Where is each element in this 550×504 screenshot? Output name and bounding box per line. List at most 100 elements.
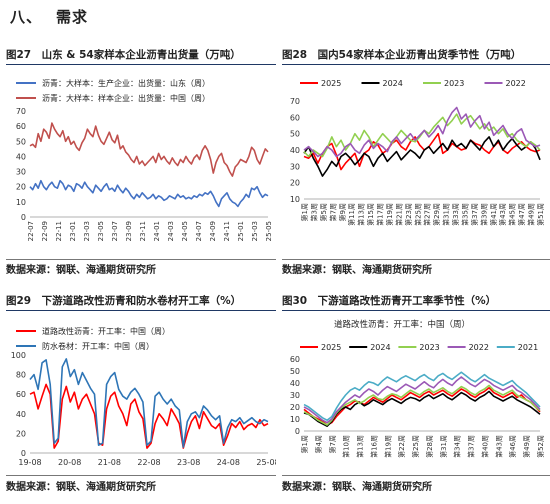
- chart-title: 图29 下游道路改性沥青和防水卷材开工率（%）: [6, 295, 242, 307]
- x-tick-label: 第49周: [527, 203, 536, 226]
- x-tick-label: 第45周: [508, 203, 517, 226]
- x-tick-label: 第35周: [460, 203, 469, 226]
- x-tick-label: 第40周: [480, 435, 489, 458]
- x-tick-label: 25-03: [251, 221, 259, 241]
- x-tick-label: 21-08: [98, 458, 121, 467]
- series-line: [303, 371, 541, 421]
- x-tick-label: 第9周: [338, 203, 347, 221]
- x-tick-label: 23-11: [139, 221, 147, 241]
- x-tick-label: 24-03: [167, 221, 175, 241]
- x-tick-label: 第19周: [383, 435, 392, 458]
- title-rule: [6, 310, 276, 311]
- y-tick-label: 0: [295, 427, 300, 436]
- bottom-rule: [282, 475, 550, 476]
- x-tick-label: 第7周: [328, 435, 337, 453]
- y-tick-label: 0: [21, 449, 26, 458]
- x-tick-label: 第39周: [479, 203, 488, 226]
- section-heading: 八、 需求: [10, 6, 88, 27]
- x-tick-label: 第7周: [328, 203, 337, 221]
- legend-label: 道路改性沥青：开工率：中国（周）: [42, 326, 170, 336]
- x-tick-label: 25-05: [265, 221, 273, 241]
- y-tick-label: 30: [16, 168, 26, 177]
- y-tick-label: 30: [290, 391, 300, 400]
- chart-title: 图28 国内54家样本企业沥青出货季节性（万吨）: [282, 49, 522, 61]
- x-tick-label: 第52周: [536, 435, 545, 458]
- legend-label: 2023: [419, 343, 439, 352]
- y-tick-label: 40: [290, 146, 300, 155]
- y-tick-label: 60: [290, 355, 300, 364]
- x-tick-label: 第43周: [494, 435, 503, 458]
- x-tick-label: 第41周: [489, 203, 498, 226]
- x-tick-label: 23-03: [83, 221, 91, 241]
- x-tick-label: 第1周: [300, 435, 309, 453]
- y-tick-label: 10: [290, 195, 300, 204]
- section-title: 需求: [56, 8, 89, 26]
- series-line: [29, 179, 269, 208]
- data-source: 数据来源：钢联、海通期货研究所: [282, 482, 432, 493]
- x-tick-label: 第37周: [470, 203, 479, 226]
- legend-label: 防水卷材：开工率：中国（周）: [42, 341, 154, 351]
- x-tick-label: 第47周: [517, 203, 526, 226]
- y-tick-label: 20: [290, 403, 300, 412]
- series-line: [303, 384, 541, 426]
- x-tick-label: 第31周: [442, 203, 451, 226]
- x-tick-label: 25-08: [256, 458, 276, 467]
- x-tick-label: 23-08: [177, 458, 200, 467]
- chart-panel-28: 图28 国内54家样本企业沥青出货季节性（万吨） 10 20 30 40 50 60 70 第…: [282, 46, 550, 276]
- legend-label: 2024: [383, 79, 403, 88]
- x-tick-label: 第49周: [522, 435, 531, 458]
- x-tick-label: 24-08: [217, 458, 240, 467]
- y-tick-label: 70: [16, 107, 26, 116]
- series-line: [29, 122, 269, 177]
- x-tick-label: 第17周: [376, 203, 385, 226]
- x-tick-label: 第29周: [432, 203, 441, 226]
- x-tick-label: 19-08: [18, 458, 41, 467]
- y-tick-label: 80: [16, 371, 26, 380]
- title-rule: [282, 64, 550, 65]
- x-tick-label: 第11周: [347, 203, 356, 226]
- x-tick-label: 第3周: [309, 203, 318, 221]
- chart-28-plot: 10 20 30 40 50 60 70 第1周 第3周 第5周 第7周 第9周 第11周 第13周 第15…: [290, 79, 545, 226]
- x-tick-label: 第13周: [357, 203, 366, 226]
- legend-label: 2022: [506, 79, 526, 88]
- x-tick-label: 23-09: [125, 221, 133, 241]
- x-tick-label: 24-09: [209, 221, 217, 241]
- x-tick-label: 第33周: [451, 203, 460, 226]
- x-tick-label: 24-11: [223, 221, 231, 241]
- x-tick-label: 第10周: [342, 435, 351, 458]
- x-tick-label: 20-08: [58, 458, 81, 467]
- x-tick-label: 25-01: [237, 221, 245, 241]
- x-tick-label: 第16周: [369, 435, 378, 458]
- x-tick-label: 22-07: [27, 221, 35, 241]
- x-tick-label: 第4周: [314, 435, 323, 453]
- x-tick-label: 24-05: [181, 221, 189, 241]
- chart-panel-29: 图29 下游道路改性沥青和防水卷材开工率（%） 0 20 40 60 80 100 19-0…: [6, 292, 276, 493]
- x-tick-label: 23-01: [69, 221, 77, 241]
- legend-label: 沥青：大样本：生产企业：出货量：山东（周）: [42, 78, 210, 88]
- y-tick-label: 30: [290, 162, 300, 171]
- y-tick-label: 100: [11, 351, 26, 360]
- series-line: [303, 113, 541, 158]
- series-line: [303, 106, 541, 158]
- x-tick-label: 第21周: [394, 203, 403, 226]
- series-line: [303, 136, 541, 177]
- y-tick-label: 10: [290, 415, 300, 424]
- legend-label: 沥青：大样本：样本企业：出货量：中国（周）: [42, 93, 210, 103]
- x-tick-label: 22-08: [137, 458, 160, 467]
- x-tick-label: 第25周: [413, 203, 422, 226]
- title-rule: [6, 64, 276, 65]
- y-tick-label: 60: [16, 390, 26, 399]
- data-source: 数据来源：钢联、海通期货研究所: [6, 265, 156, 276]
- legend-label: 2025: [321, 79, 341, 88]
- bottom-rule: [6, 475, 276, 476]
- chart-panel-27: 图27 山东 & 54家样本企业沥青出货量（万吨） 0 10 20 30 40 50 60 7…: [6, 46, 276, 276]
- x-tick-label: 第37周: [467, 435, 476, 458]
- x-tick-label: 第28周: [425, 435, 434, 458]
- data-source: 数据来源：钢联、海通期货研究所: [6, 482, 156, 493]
- y-tick-label: 50: [290, 367, 300, 376]
- series-line: [303, 132, 541, 171]
- title-rule: [282, 310, 550, 311]
- data-source: 数据来源：钢联、海通期货研究所: [282, 265, 432, 276]
- legend-label: 2023: [444, 79, 464, 88]
